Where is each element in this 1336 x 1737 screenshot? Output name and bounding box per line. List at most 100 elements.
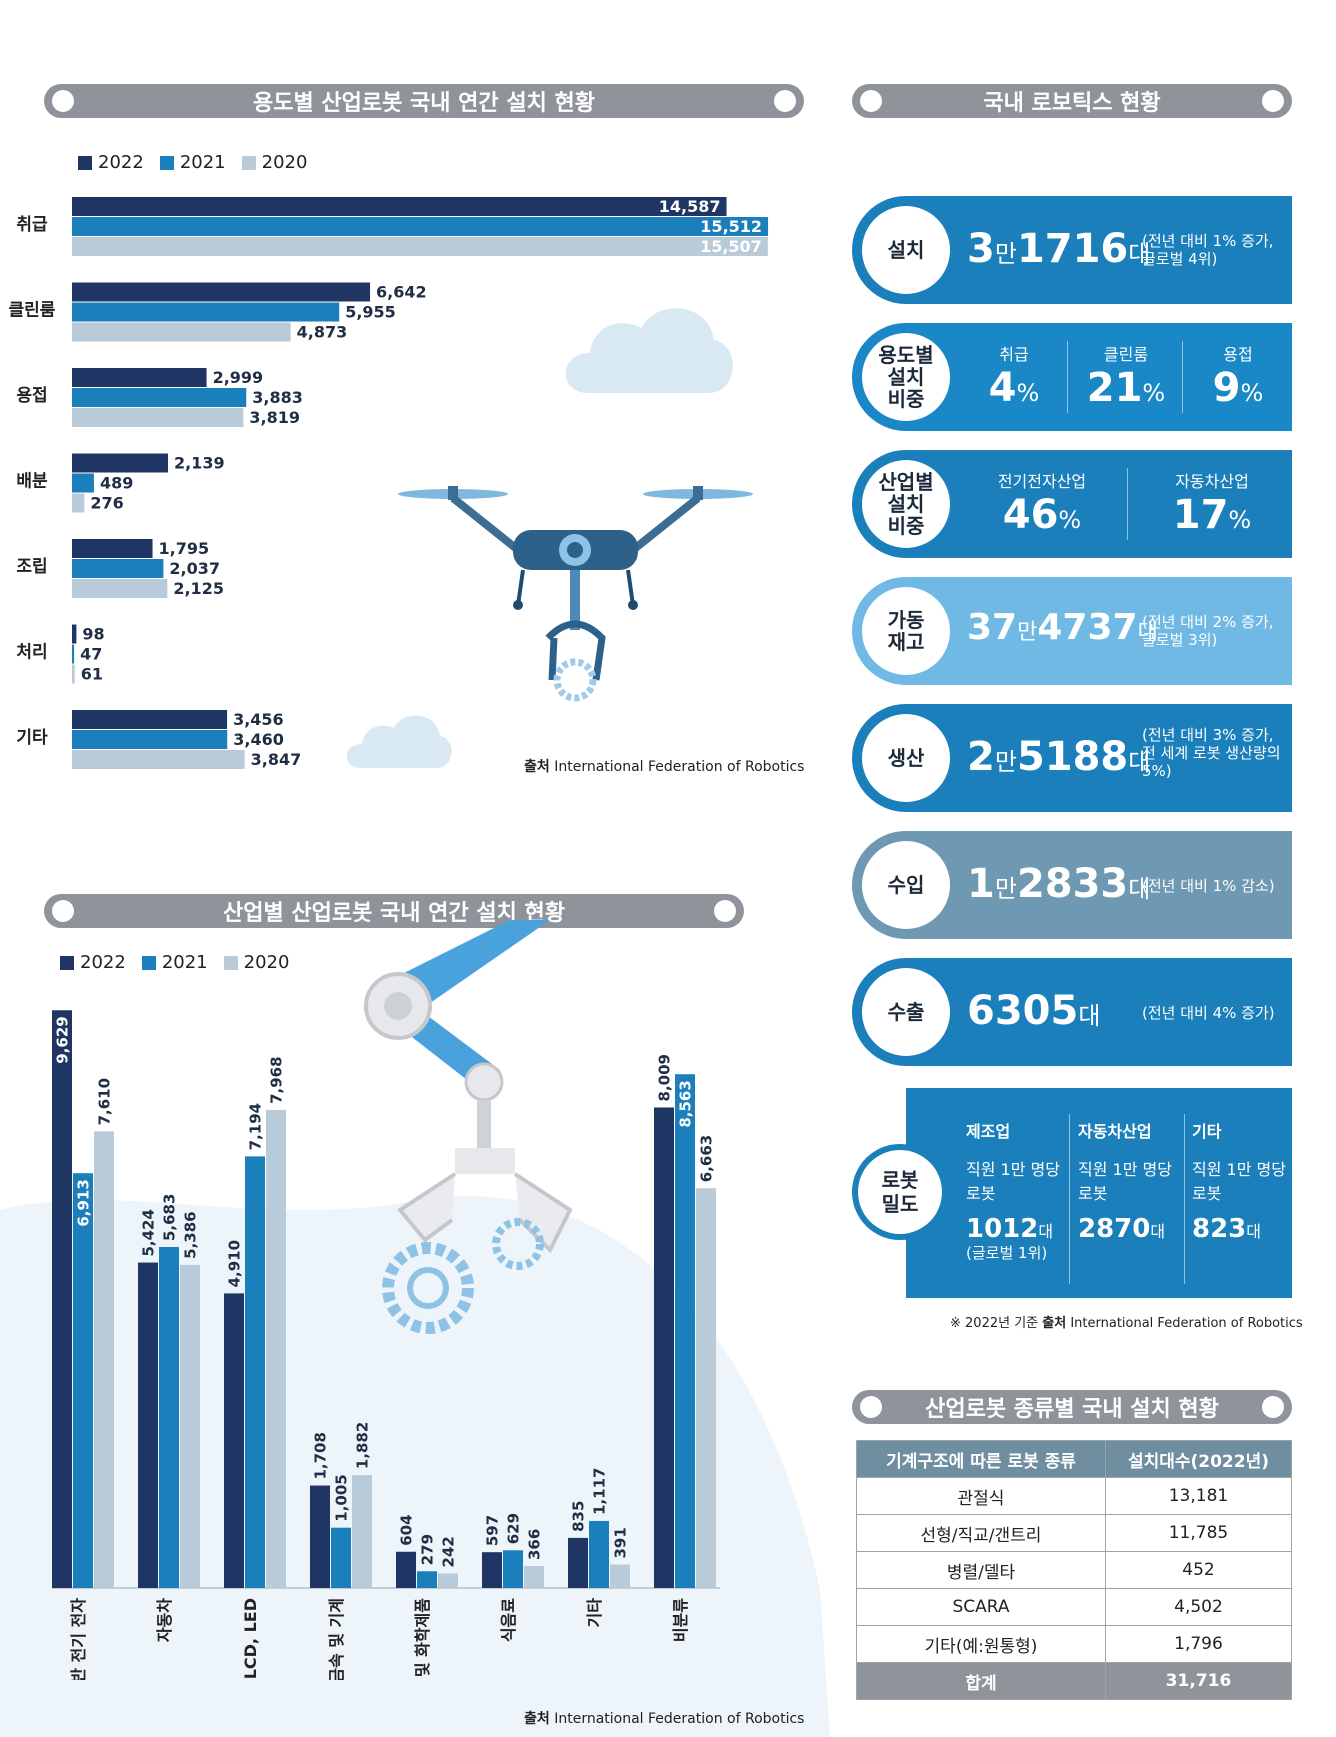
- robotics-title-pill: 국내 로보틱스 현황: [852, 84, 1292, 118]
- data-label: 242: [440, 1536, 458, 1567]
- robot-types-title: 산업로봇 종류별 국내 설치 현황: [925, 1397, 1219, 1422]
- chart2-vertical-bar-chart: 9,629 6,913 7,610 일반 전기 전자 5,424 5,683 5,386 자동…: [52, 1010, 720, 1680]
- pill-dot-icon: [774, 90, 796, 112]
- bar-2022: [72, 368, 207, 387]
- category-label: 클린룸: [9, 301, 56, 321]
- table-cell: 합계: [856, 1662, 1106, 1700]
- legend-item-2022: 2022: [78, 152, 144, 173]
- stat-label: 설치: [862, 206, 950, 294]
- data-label: 3,883: [252, 388, 303, 407]
- data-label: 1,708: [312, 1432, 330, 1479]
- data-label: 15,512: [700, 217, 762, 236]
- table-row: 병렬/델타 452: [856, 1551, 1293, 1589]
- bar-2021: [72, 559, 164, 578]
- data-label: 3,460: [233, 730, 284, 749]
- data-label: 3,819: [249, 408, 300, 427]
- stat-label: 용도별 설치 비중: [862, 333, 950, 421]
- bar-2021: [245, 1156, 265, 1588]
- data-label: 2,139: [174, 454, 225, 473]
- stat-note: (전년 대비 3% 증가, 전 세계 로봇 생산량의 5%): [1142, 726, 1281, 780]
- data-label: 597: [484, 1515, 502, 1546]
- data-label: 2,999: [213, 368, 264, 387]
- chart2-source: 출처 International Federation of Robotics: [524, 1708, 804, 1728]
- pill-dot-icon: [860, 90, 882, 112]
- bar-2022: [72, 453, 168, 473]
- stat-note: (전년 대비 1% 감소): [1142, 877, 1275, 895]
- bar-2021: [331, 1527, 351, 1588]
- bar-2020: [72, 750, 245, 769]
- pill-dot-icon: [1262, 1396, 1284, 1418]
- category-label: 조립: [16, 557, 47, 577]
- data-label: 1,005: [333, 1474, 351, 1521]
- bar-2021: [72, 388, 247, 407]
- bar-2022: [52, 1010, 72, 1588]
- data-label: 5,683: [161, 1194, 179, 1241]
- data-label: 14,587: [659, 197, 721, 216]
- data-label: 366: [526, 1529, 544, 1560]
- data-label: 835: [570, 1501, 588, 1532]
- table-cell: 13,181: [1104, 1477, 1293, 1515]
- stat-export: 수출 6305대 (전년 대비 4% 증가): [852, 958, 1292, 1066]
- bar-2020: [696, 1188, 716, 1588]
- pill-dot-icon: [52, 90, 74, 112]
- bar-2022: [72, 710, 228, 729]
- data-label: 2,037: [169, 559, 220, 578]
- source-text: International Federation of Robotics: [554, 1711, 805, 1727]
- bar-2021: [72, 302, 340, 322]
- data-label: 6,663: [698, 1135, 716, 1182]
- data-label: 7,610: [96, 1078, 114, 1125]
- bar-2021: [72, 473, 94, 493]
- table-row: 선형/직교/갠트리 11,785: [856, 1514, 1293, 1552]
- category-label: 플라스틱 및 화학제품: [413, 1598, 432, 1680]
- category-label: 기타: [16, 728, 48, 748]
- stat-value: 37만4737대: [967, 607, 1158, 648]
- bar-2020: [72, 579, 168, 598]
- bar-2021: [589, 1520, 609, 1588]
- table-cell: 1,796: [1104, 1625, 1293, 1663]
- stat-label: 수입: [862, 841, 950, 929]
- stat-label: 수출: [862, 968, 950, 1056]
- bar-2021: [72, 217, 769, 236]
- data-label: 47: [80, 645, 102, 664]
- divider: [1127, 468, 1128, 540]
- data-label: 1,117: [591, 1468, 609, 1515]
- bar-2022: [654, 1107, 674, 1588]
- legend-item-2022: 2022: [60, 952, 126, 973]
- category-label: 용접: [16, 386, 47, 406]
- table-cell: 11,785: [1104, 1514, 1293, 1552]
- bar-2020: [438, 1573, 458, 1588]
- usage-item: 용접 9%: [1212, 345, 1264, 411]
- bar-2020: [72, 664, 75, 684]
- table-row: 기타(예:원통형) 1,796: [856, 1625, 1293, 1663]
- bar-2020: [94, 1131, 114, 1588]
- category-label: 배분: [16, 472, 48, 492]
- stat-value: 6305대: [967, 988, 1101, 1034]
- cloud-icon: [565, 308, 733, 393]
- table-cell: 4,502: [1104, 1588, 1293, 1626]
- table-row: 관절식 13,181: [856, 1477, 1293, 1515]
- stat-operational-stock: 가동 재고 37만4737대 (전년 대비 2% 증가, 글로벌 3위): [852, 577, 1292, 685]
- bar-2021: [417, 1571, 437, 1588]
- legend-item-2020: 2020: [223, 952, 289, 973]
- table-header-row: 기계구조에 따른 로봇 종류 설치대수(2022년): [856, 1440, 1293, 1478]
- divider: [1182, 341, 1183, 413]
- data-label: 489: [100, 474, 133, 493]
- stat-import: 수입 1만2833대 (전년 대비 1% 감소): [852, 831, 1292, 939]
- chart1-title-pill: 용도별 산업로봇 국내 연간 설치 현황: [44, 84, 804, 118]
- chart1-title: 용도별 산업로봇 국내 연간 설치 현황: [253, 91, 595, 116]
- density-col: 자동차산업 직원 1만 명당 로봇 2870대: [1078, 1122, 1172, 1244]
- pill-dot-icon: [714, 900, 736, 922]
- divider: [1067, 341, 1068, 413]
- robotics-title: 국내 로보틱스 현황: [983, 91, 1161, 116]
- data-label: 604: [398, 1514, 416, 1545]
- bar-2022: [72, 539, 153, 558]
- data-label: 98: [82, 625, 104, 644]
- bar-2022: [72, 282, 371, 302]
- bar-2022: [396, 1551, 416, 1588]
- data-label: 1,795: [159, 539, 210, 558]
- table-cell: 31,716: [1104, 1662, 1293, 1700]
- stat-value: 3만1716대: [967, 226, 1151, 272]
- table-header: 설치대수(2022년): [1104, 1440, 1293, 1478]
- data-label: 629: [505, 1513, 523, 1544]
- bar-2022: [138, 1262, 158, 1588]
